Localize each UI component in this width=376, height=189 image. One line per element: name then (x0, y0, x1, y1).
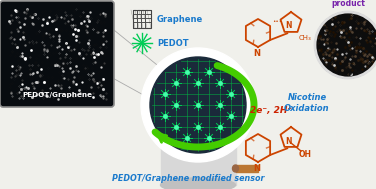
Text: OH: OH (299, 150, 312, 159)
Ellipse shape (161, 178, 235, 189)
Circle shape (315, 12, 376, 78)
Text: CH₃: CH₃ (299, 35, 312, 41)
Text: N: N (286, 136, 292, 146)
Text: PEDOT: PEDOT (157, 39, 189, 47)
Text: Nicotine
Oxidation: Nicotine Oxidation (284, 93, 330, 113)
Text: N: N (253, 164, 261, 173)
Text: 2e⁻, 2H⁺: 2e⁻, 2H⁺ (250, 105, 292, 115)
Text: Tobacco
product: Tobacco product (331, 0, 365, 8)
Bar (133, 10, 151, 28)
Text: PEDOT/Graphene modified sensor: PEDOT/Graphene modified sensor (112, 174, 264, 183)
Bar (235, 165, 258, 172)
Text: •••: ••• (272, 19, 282, 23)
Text: PEDOT/Graphene: PEDOT/Graphene (22, 92, 92, 98)
Bar (161, 140, 235, 185)
Text: N: N (253, 49, 261, 58)
FancyBboxPatch shape (0, 1, 114, 107)
Text: Graphene: Graphene (157, 15, 203, 23)
Circle shape (150, 57, 246, 153)
Ellipse shape (232, 165, 238, 172)
Ellipse shape (161, 133, 235, 147)
Text: N: N (286, 22, 292, 30)
Circle shape (141, 48, 255, 162)
